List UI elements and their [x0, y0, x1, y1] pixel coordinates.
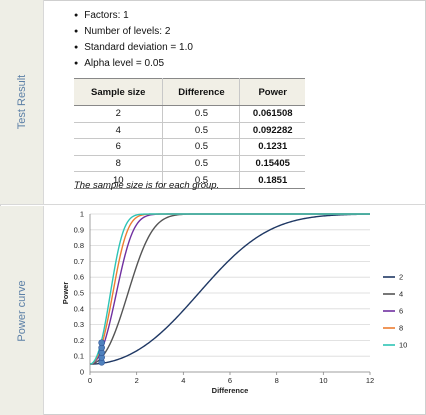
- power-curve-label: Power curve: [15, 279, 28, 342]
- y-tick-label: 0.6: [74, 273, 84, 282]
- cell-power: 0.092282: [239, 122, 305, 140]
- fact-item: Factors: 1: [74, 8, 193, 24]
- cell-sample-size: 2: [74, 105, 164, 123]
- cell-sample-size: 8: [74, 155, 164, 173]
- cell-power: 0.15405: [239, 155, 305, 173]
- column-header-difference: Difference: [162, 78, 241, 106]
- x-tick-label: 0: [88, 376, 92, 385]
- cell-sample-size: 10: [74, 171, 164, 189]
- table-row: 4 0.5 0.092282: [74, 122, 305, 140]
- cell-sample-size: 4: [74, 122, 164, 140]
- power-curve-sidebar: Power curve: [0, 206, 44, 415]
- cell-difference: 0.5: [162, 171, 241, 189]
- legend-label-2: 2: [399, 273, 403, 282]
- table-row: 2 0.5 0.061508: [74, 105, 305, 123]
- series-line-10: [89, 213, 370, 365]
- cell-difference: 0.5: [162, 138, 241, 156]
- facts-list: Factors: 1 Number of levels: 2 Standard …: [74, 8, 193, 72]
- x-tick-label: 6: [228, 376, 232, 385]
- power-curve-chart: 00.10.20.30.40.50.60.70.80.910 2 4 6 8 10 12Di…: [61, 210, 407, 396]
- cell-power: 0.1851: [239, 171, 305, 189]
- series-line-2: [89, 213, 371, 365]
- y-tick-label: 0.3: [74, 320, 84, 329]
- x-axis-label: Difference: [212, 386, 249, 395]
- fact-item: Number of levels: 2: [74, 24, 193, 40]
- x-tick-label: 2: [135, 376, 139, 385]
- table-row: 10 0.5 0.1851: [74, 171, 305, 189]
- cell-difference: 0.5: [162, 155, 241, 173]
- y-tick-label: 0.8: [74, 241, 84, 250]
- cell-power: 0.061508: [239, 105, 305, 123]
- table-row: 6 0.5 0.1231: [74, 138, 305, 156]
- results-table: Sample size Difference Power 2 0.5 0.061…: [74, 78, 305, 189]
- test-result-sidebar: Test Result: [0, 0, 44, 204]
- y-tick-label: 0: [80, 368, 84, 377]
- data-point-marker: [98, 339, 105, 347]
- x-tick-label: 10: [319, 376, 327, 385]
- y-tick-label: 0.1: [74, 352, 84, 361]
- legend-label-8: 8: [399, 324, 403, 333]
- y-tick-label: 0.2: [74, 336, 84, 345]
- y-tick-label: 0.7: [74, 257, 84, 266]
- series-line-8: [89, 213, 370, 365]
- y-tick-label: 1: [80, 210, 84, 219]
- test-result-section: Test Result Factors: 1 Number of levels:…: [0, 0, 426, 205]
- cell-difference: 0.5: [162, 105, 241, 123]
- y-tick-label: 0.5: [74, 289, 84, 298]
- table-row: 8 0.5 0.15405: [74, 155, 305, 173]
- cell-power: 0.1231: [239, 138, 305, 156]
- cell-sample-size: 6: [74, 138, 164, 156]
- series-line-4: [89, 213, 370, 365]
- power-curve-content: 0 0.1 0.2 0.3 0.4 0.5 0.6 0.7 0.8 0.9 1 0 2 4 6 8 10 12 Di…: [44, 206, 426, 415]
- y-axis-label: Power: [61, 282, 70, 305]
- fact-item: Standard deviation = 1.0: [74, 40, 193, 56]
- power-curve-section: Power curve 0 0.1 0.2 0.3 0.4 0.5 0.6 0.7 0.8 0.9…: [0, 206, 426, 415]
- x-tick-label: 4: [181, 376, 185, 385]
- test-result-content: Factors: 1 Number of levels: 2 Standard …: [60, 0, 426, 204]
- x-tick-label: 8: [275, 376, 279, 385]
- column-header-power: Power: [239, 78, 305, 106]
- legend-label-4: 4: [399, 290, 403, 299]
- table-header-row: Sample size Difference Power: [74, 78, 305, 106]
- cell-difference: 0.5: [162, 122, 241, 140]
- legend-label-6: 6: [399, 307, 403, 316]
- sample-size-note: The sample size is for each group.: [74, 180, 220, 191]
- column-header-sample-size: Sample size: [74, 78, 164, 106]
- y-tick-label: 0.4: [74, 304, 84, 313]
- legend-label-10: 10: [399, 341, 407, 350]
- series-line-6: [89, 213, 370, 365]
- fact-item: Alpha level = 0.05: [74, 56, 193, 72]
- test-result-label: Test Result: [15, 74, 28, 130]
- y-tick-label: 0.9: [74, 225, 84, 234]
- x-tick-label: 12: [366, 376, 374, 385]
